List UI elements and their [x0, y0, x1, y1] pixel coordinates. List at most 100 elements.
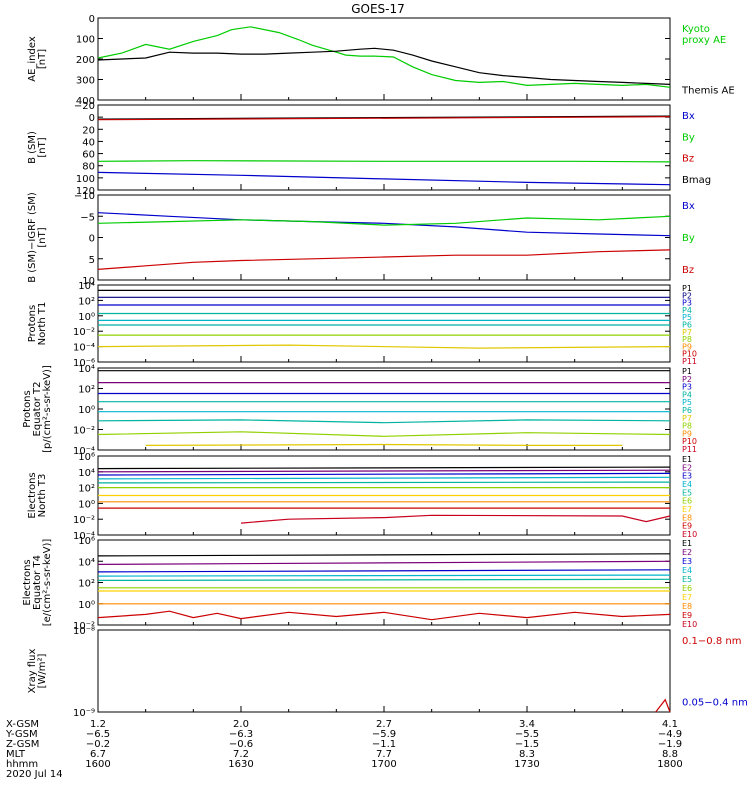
y-tick-label: 10⁰ [78, 499, 95, 510]
legend-item: P3 [682, 383, 692, 392]
y-tick-label: 10⁻² [73, 515, 95, 526]
legend-item: P6 [682, 406, 692, 415]
legend-item: P10 [682, 350, 697, 359]
panel-1: 0 100 200 300 400 AE_index[nT] Kyoto proxy AE Th… [27, 14, 735, 107]
series-by [97, 160, 671, 163]
legend-item: 0.05−0.4 nm [682, 698, 748, 709]
y-tick-label: 5 [89, 255, 95, 266]
y-tick-label: 10⁴ [78, 281, 95, 292]
y-tick-label: 10⁻⁴ [73, 531, 95, 542]
legend-item: P7 [682, 328, 692, 337]
y-tick-label: 20 [82, 125, 95, 136]
legend-item: P5 [682, 313, 692, 322]
legend-item: E10 [682, 620, 697, 629]
footer-value: −6.5 [86, 729, 110, 740]
y-tick-label: 10 [82, 276, 95, 287]
footer-row-label: 2020 Jul 14 [6, 769, 63, 780]
legend: 0.1−0.8 nm 0.05−0.4 nm [682, 636, 748, 709]
legend-item: E8 [682, 602, 692, 611]
footer-value: 1630 [228, 759, 253, 770]
legend-item: P1 [682, 367, 692, 376]
footer-value: 8.3 [519, 749, 535, 760]
y-axis-label: AE_index[nT] [27, 36, 48, 82]
series-0-1-0-8-nm [655, 698, 671, 713]
legend-item: P8 [682, 422, 692, 431]
y-tick-label: 10⁻⁴ [73, 446, 95, 457]
panel-frame [97, 284, 671, 363]
legend-item: P9 [682, 429, 692, 438]
legend-item: P8 [682, 335, 692, 344]
y-tick-label: 200 [76, 55, 95, 66]
y-tick-label: 10⁰ [78, 600, 95, 611]
chart-title: GOES-17 [351, 2, 405, 16]
y-tick-label: 10² [78, 484, 95, 495]
y-tick-label: 400 [76, 96, 95, 107]
y-tick-label: 10² [78, 579, 95, 590]
legend-item: Bmag [682, 175, 711, 186]
y-tick-label: 300 [76, 76, 95, 87]
legend-item: 0.1−0.8 nm [682, 636, 741, 647]
y-tick-label: 40 [82, 137, 95, 148]
legend-item: E1 [682, 539, 692, 548]
series-e1 [97, 553, 671, 557]
footer-row-label: Z-GSM [6, 739, 39, 750]
legend-item: P9 [682, 342, 692, 351]
y-axis-label: ProtonsNorth T1 [27, 302, 48, 346]
legend-item: E10 [682, 530, 697, 539]
y-axis-label: Xray flux[W/m²] [27, 649, 48, 694]
footer-value: 8.8 [662, 749, 678, 760]
legend-item: P4 [682, 390, 692, 399]
legend-item: Themis AE [681, 86, 735, 97]
footer-row-label: Y-GSM [5, 729, 38, 740]
footer-value: −6.3 [229, 729, 253, 740]
series-bx [97, 212, 671, 237]
series-e10 [240, 514, 671, 524]
legend-item: E9 [682, 611, 692, 620]
panel-frame [97, 629, 671, 713]
legend-item: P11 [682, 357, 697, 366]
panel-5: 10⁴ 10² 10⁰ 10⁻² 10⁻⁴ ProtonsEquator T2[p/(cm… [22, 364, 697, 457]
legend-item: P3 [682, 299, 692, 308]
y-tick-label: 10⁶ [78, 452, 95, 463]
footer-value: −1.1 [372, 739, 396, 750]
panel-4: 10⁴ 10² 10⁰ 10⁻² 10⁻⁴ 10⁻⁶ ProtonsNorth T1 P1P2… [27, 281, 697, 369]
legend-item: P2 [682, 291, 692, 300]
legend-item: Bx [682, 111, 695, 122]
footer-value: 7.7 [376, 749, 392, 760]
y-tick-label: 10² [78, 385, 95, 396]
legend-item: By [682, 132, 695, 143]
legend-item: E6 [682, 497, 692, 506]
footer-value: −0.6 [229, 739, 253, 750]
y-tick-label: 10⁴ [78, 557, 95, 568]
footer-value: 2.0 [233, 719, 249, 730]
footer-value: −4.9 [658, 729, 682, 740]
series-e4 [97, 476, 671, 480]
y-tick-label: 10⁰ [78, 312, 95, 323]
y-tick-label: −5 [80, 212, 95, 223]
footer-value: 6.7 [90, 749, 106, 760]
legend-item: E5 [682, 488, 692, 497]
series-e5 [97, 481, 671, 484]
y-axis-label: ElectronsNorth T3 [27, 472, 48, 518]
legend-item: Bz [682, 265, 694, 276]
legend-item: E4 [682, 566, 692, 575]
y-tick-label: 0 [89, 234, 95, 245]
legend-item: P4 [682, 306, 692, 315]
series-p8 [145, 443, 623, 446]
y-tick-label: 10⁻⁸ [73, 626, 95, 637]
legend-item: E1 [682, 455, 692, 464]
series-e9 [97, 610, 671, 621]
legend-item: E2 [682, 463, 692, 472]
footer-value: 3.4 [519, 719, 535, 730]
legend-item: P5 [682, 398, 692, 407]
y-tick-label: 100 [76, 35, 95, 46]
series-bz [97, 116, 671, 121]
series-e3 [97, 472, 671, 476]
legend-item: P6 [682, 321, 692, 330]
series-themis-ae [97, 47, 671, 85]
series-by [97, 215, 671, 226]
